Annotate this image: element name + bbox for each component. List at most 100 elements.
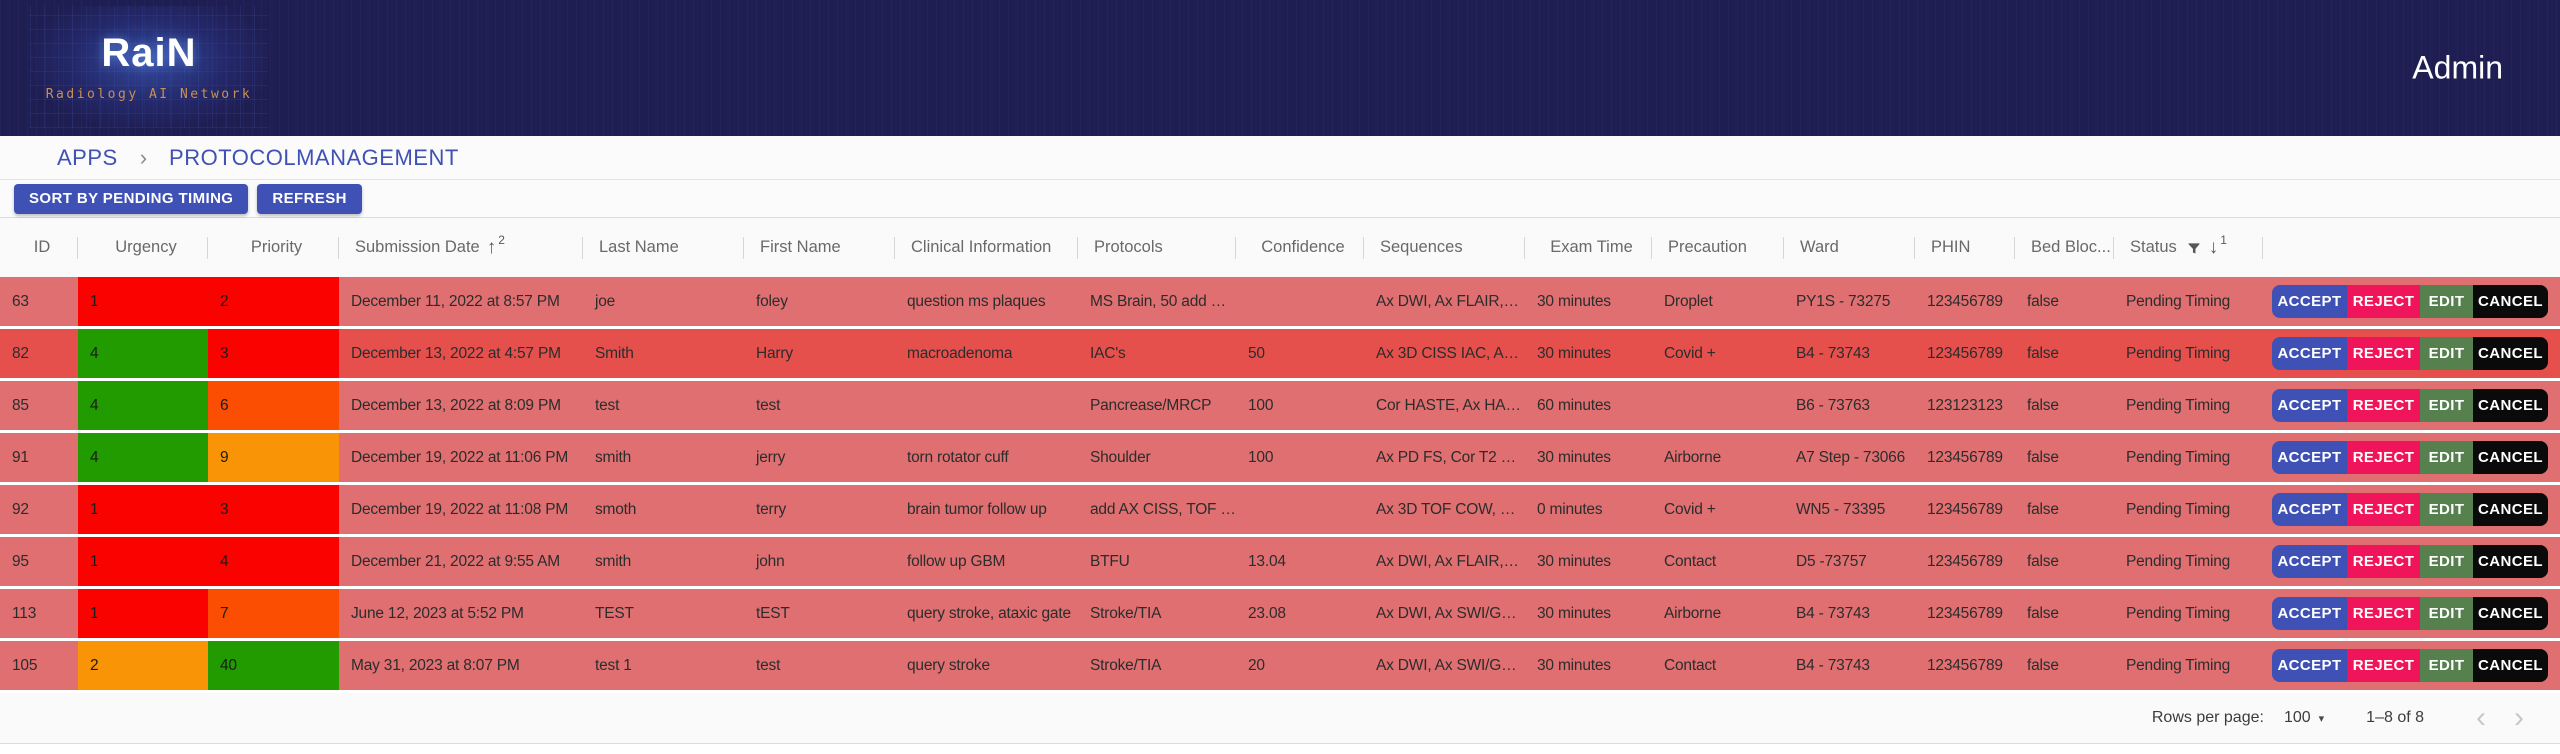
cell-actions: ACCEPT REJECT EDIT CANCEL	[2263, 485, 2560, 534]
breadcrumb: APPS › PROTOCOLMANAGEMENT	[0, 136, 2560, 180]
column-header-actions[interactable]	[2263, 218, 2560, 277]
cancel-button[interactable]: CANCEL	[2473, 597, 2548, 630]
edit-button[interactable]: EDIT	[2420, 441, 2473, 474]
accept-button[interactable]: ACCEPT	[2272, 597, 2347, 630]
column-header-id[interactable]: ID	[0, 218, 78, 277]
cell-sequences: Cor HASTE, Ax HA…	[1376, 396, 1521, 414]
table-row[interactable]: 105 2 40 May 31, 2023 at 8:07 PM test 1 test q…	[0, 641, 2560, 693]
column-header-first_name[interactable]: First Name	[744, 218, 895, 277]
column-header-submission_date[interactable]: Submission Date ↑ 2	[339, 218, 583, 277]
cell-sequences: Ax DWI, Ax SWI/G…	[1376, 604, 1517, 622]
reject-button[interactable]: REJECT	[2347, 337, 2420, 370]
column-header-label: Submission Date	[355, 238, 480, 256]
reject-button[interactable]: REJECT	[2347, 493, 2420, 526]
rows-per-page-select[interactable]: 100 ▾	[2284, 709, 2324, 727]
cancel-button[interactable]: CANCEL	[2473, 545, 2548, 578]
column-header-exam_time[interactable]: Exam Time	[1525, 218, 1652, 277]
previous-page-button[interactable]: ‹	[2476, 701, 2486, 734]
column-header-last_name[interactable]: Last Name	[583, 218, 744, 277]
edit-button[interactable]: EDIT	[2420, 337, 2473, 370]
table-row[interactable]: 95 1 4 December 21, 2022 at 9:55 AM smith joh…	[0, 537, 2560, 589]
accept-button[interactable]: ACCEPT	[2272, 441, 2347, 474]
cell-protocols: MS Brain, 50 add …	[1090, 292, 1226, 310]
cell-urgency: 4	[78, 433, 208, 482]
column-header-precaution[interactable]: Precaution	[1652, 218, 1784, 277]
column-header-protocols[interactable]: Protocols	[1078, 218, 1236, 277]
cell-exam_time: 30 minutes	[1537, 656, 1611, 674]
edit-button[interactable]: EDIT	[2420, 285, 2473, 318]
column-header-sequences[interactable]: Sequences	[1364, 218, 1525, 277]
cancel-button[interactable]: CANCEL	[2473, 389, 2548, 422]
sort-ascending-icon[interactable]: ↑	[486, 236, 497, 258]
next-page-button[interactable]: ›	[2514, 701, 2524, 734]
cancel-button[interactable]: CANCEL	[2473, 441, 2548, 474]
cell-actions: ACCEPT REJECT EDIT CANCEL	[2263, 329, 2560, 378]
edit-button[interactable]: EDIT	[2420, 649, 2473, 682]
cell-last_name: test	[595, 396, 620, 414]
refresh-button[interactable]: REFRESH	[257, 183, 362, 214]
cell-first_name: foley	[756, 292, 788, 310]
cell-priority: 4	[208, 537, 339, 586]
cell-phin: 123456789	[1927, 448, 2003, 466]
accept-button[interactable]: ACCEPT	[2272, 493, 2347, 526]
sort-descending-icon[interactable]: ↓	[2208, 236, 2219, 258]
table-row[interactable]: 92 1 3 December 19, 2022 at 11:08 PM smoth te…	[0, 485, 2560, 537]
cancel-button[interactable]: CANCEL	[2473, 285, 2548, 318]
column-header-phin[interactable]: PHIN	[1915, 218, 2015, 277]
cancel-button[interactable]: CANCEL	[2473, 649, 2548, 682]
column-header-clinical_information[interactable]: Clinical Information	[895, 218, 1078, 277]
cell-ward: WN5 - 73395	[1796, 500, 1886, 518]
reject-button[interactable]: REJECT	[2347, 597, 2420, 630]
cell-first_name: Harry	[756, 344, 793, 362]
cell-first_name: tEST	[756, 604, 790, 622]
edit-button[interactable]: EDIT	[2420, 545, 2473, 578]
breadcrumb-item-apps[interactable]: APPS	[57, 144, 118, 170]
edit-button[interactable]: EDIT	[2420, 389, 2473, 422]
table-row[interactable]: 91 4 9 December 19, 2022 at 11:06 PM smith je…	[0, 433, 2560, 485]
column-header-label: Bed Bloc...	[2031, 238, 2111, 256]
cell-actions: ACCEPT REJECT EDIT CANCEL	[2263, 641, 2560, 690]
reject-button[interactable]: REJECT	[2347, 545, 2420, 578]
accept-button[interactable]: ACCEPT	[2272, 337, 2347, 370]
reject-button[interactable]: REJECT	[2347, 441, 2420, 474]
sort-by-pending-timing-button[interactable]: SORT BY PENDING TIMING	[14, 183, 249, 214]
reject-button[interactable]: REJECT	[2347, 389, 2420, 422]
cell-exam_time: 30 minutes	[1537, 552, 1611, 570]
breadcrumb-separator-icon: ›	[139, 144, 148, 170]
accept-button[interactable]: ACCEPT	[2272, 285, 2347, 318]
cell-clinical_information: macroadenoma	[907, 344, 1013, 362]
cell-ward: D5 -73757	[1796, 552, 1867, 570]
filter-icon[interactable]	[2186, 240, 2202, 256]
breadcrumb-item-protocolmanagement[interactable]: PROTOCOLMANAGEMENT	[169, 144, 459, 170]
table-row[interactable]: 63 1 2 December 11, 2022 at 8:57 PM joe foley…	[0, 277, 2560, 329]
cell-clinical_information: brain tumor follow up	[907, 500, 1047, 518]
cell-clinical_information: query stroke, ataxic gate	[907, 604, 1071, 622]
column-header-urgency[interactable]: Urgency	[78, 218, 208, 277]
cell-bed_blocked: false	[2027, 656, 2059, 674]
table-row[interactable]: 113 1 7 June 12, 2023 at 5:52 PM TEST tEST que…	[0, 589, 2560, 641]
accept-button[interactable]: ACCEPT	[2272, 389, 2347, 422]
accept-button[interactable]: ACCEPT	[2272, 545, 2347, 578]
sort-order-badge: 1	[2220, 232, 2227, 247]
protocol-data-grid: ID Urgency Priority Submission Date ↑ 2 Last N…	[0, 218, 2560, 744]
accept-button[interactable]: ACCEPT	[2272, 649, 2347, 682]
reject-button[interactable]: REJECT	[2347, 649, 2420, 682]
reject-button[interactable]: REJECT	[2347, 285, 2420, 318]
cancel-button[interactable]: CANCEL	[2473, 337, 2548, 370]
cell-ward: B4 - 73743	[1796, 656, 1870, 674]
column-header-bed_blocked[interactable]: Bed Bloc...	[2015, 218, 2114, 277]
edit-button[interactable]: EDIT	[2420, 493, 2473, 526]
column-header-ward[interactable]: Ward	[1784, 218, 1915, 277]
cell-bed_blocked: false	[2027, 500, 2059, 518]
table-row[interactable]: 85 4 6 December 13, 2022 at 8:09 PM test test…	[0, 381, 2560, 433]
cancel-button[interactable]: CANCEL	[2473, 493, 2548, 526]
cell-submission_date: December 13, 2022 at 4:57 PM	[351, 344, 561, 362]
edit-button[interactable]: EDIT	[2420, 597, 2473, 630]
column-header-status[interactable]: Status ↓ 1	[2114, 218, 2263, 277]
cell-sequences: Ax 3D CISS IAC, A…	[1376, 344, 1519, 362]
cell-first_name: terry	[756, 500, 787, 518]
column-header-label: Ward	[1800, 238, 1839, 256]
table-row[interactable]: 82 4 3 December 13, 2022 at 4:57 PM Smith Har…	[0, 329, 2560, 381]
column-header-confidence[interactable]: Confidence	[1236, 218, 1364, 277]
column-header-priority[interactable]: Priority	[208, 218, 339, 277]
